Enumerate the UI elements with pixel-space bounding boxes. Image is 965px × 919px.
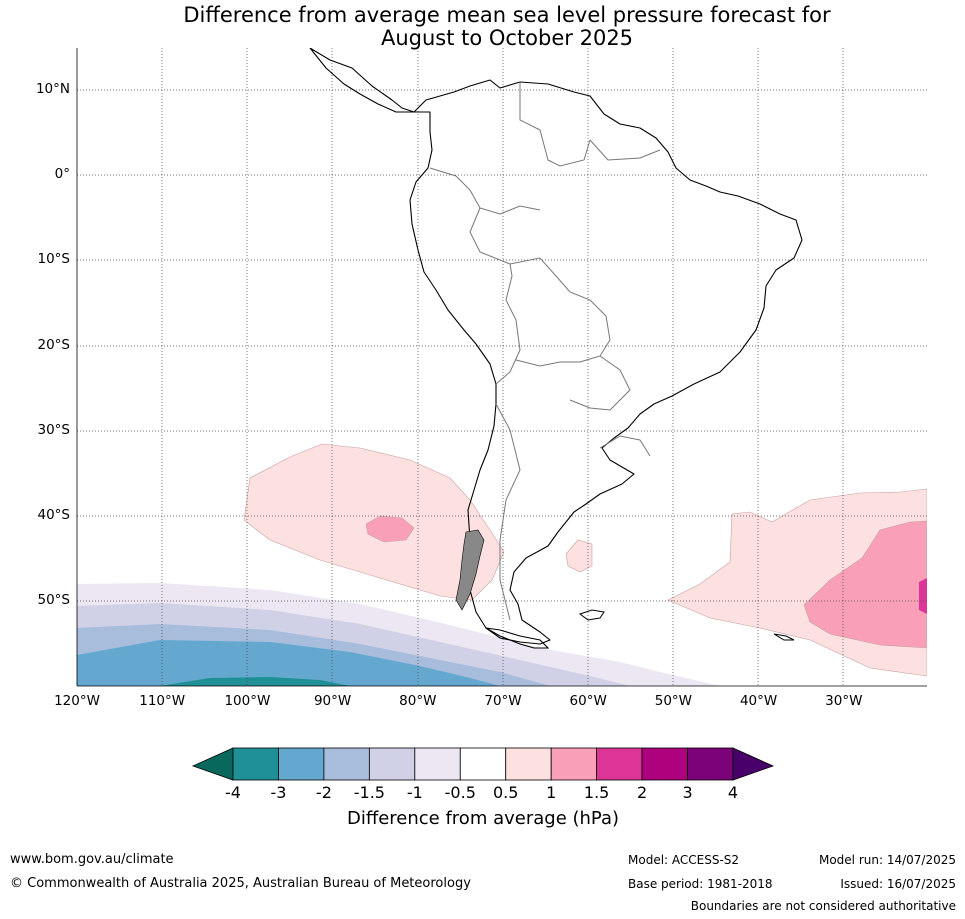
footer-base-period: Base period: 1981-2018 <box>628 877 773 891</box>
footer-disclaimer: Boundaries are not considered authoritat… <box>690 899 956 913</box>
colorbar-cell <box>278 747 325 781</box>
longitude-label: 110°W <box>139 693 186 709</box>
longitude-label: 120°W <box>54 693 100 709</box>
footer-copyright: © Commonwealth of Australia 2025, Austra… <box>10 876 471 891</box>
colorbar-cell <box>505 747 552 781</box>
longitude-label: 50°W <box>654 693 693 709</box>
colorbar-tick-label: -4 <box>225 783 241 802</box>
footer-url: www.bom.gov.au/climate <box>10 852 174 867</box>
colorbar-cell <box>459 747 507 781</box>
colorbar-cell <box>368 747 416 781</box>
latitude-label: 10°S <box>37 251 71 267</box>
anomaly-minus-3 <box>160 677 350 686</box>
title-line-2: August to October 2025 <box>380 26 634 50</box>
latitude-label: 0° <box>54 166 70 182</box>
colorbar-tick-label: -0.5 <box>444 783 476 802</box>
south-georgia <box>773 633 795 641</box>
colorbar-title: Difference from average (hPa) <box>346 808 620 829</box>
colorbar-tick-label: 0.5 <box>492 783 519 802</box>
colorbar-cells <box>232 747 734 781</box>
latitude-label: 10°N <box>35 81 70 97</box>
latitude-label: 20°S <box>37 337 71 353</box>
colorbar-under-arrow <box>191 747 234 781</box>
colorbar-tick-label: -2 <box>315 783 332 802</box>
colorbar-cell <box>323 747 370 781</box>
footer-model: Model: ACCESS-S2 <box>628 853 740 867</box>
latitude-label: 30°S <box>37 422 71 438</box>
longitude-label: 80°W <box>399 693 437 709</box>
anomaly-plus-0.5-atlantic-small <box>565 539 593 573</box>
colorbar <box>191 747 775 781</box>
colorbar-tick-label: 3 <box>682 783 693 802</box>
latitude-label: 40°S <box>37 507 71 523</box>
chilean-archipelago <box>455 529 485 611</box>
colorbar-cell <box>414 747 461 781</box>
colorbar-over-arrow <box>732 747 775 781</box>
anomaly-plus-1-atlantic <box>803 520 927 649</box>
longitude-label: 30°W <box>825 693 863 709</box>
falkland-islands <box>578 609 605 621</box>
colorbar-cell <box>641 747 688 781</box>
latitude-label: 50°S <box>37 592 71 608</box>
anomaly-minus-2 <box>77 640 500 686</box>
longitude-label: 70°W <box>484 693 522 709</box>
colorbar-tick-label: 1 <box>546 783 557 802</box>
colorbar-cell <box>596 747 643 781</box>
footer-model-run: Model run: 14/07/2025 <box>818 853 956 867</box>
longitude-label: 90°W <box>313 693 352 709</box>
colorbar-tick-label: 1.5 <box>583 783 610 802</box>
longitude-label: 40°W <box>739 693 778 709</box>
graticule <box>77 48 927 686</box>
longitude-label: 100°W <box>224 693 271 709</box>
footer-issued: Issued: 16/07/2025 <box>840 877 956 891</box>
colorbar-tick-label: -3 <box>270 783 287 802</box>
south-america-coastline <box>309 48 803 645</box>
colorbar-cell <box>550 747 598 781</box>
tierra-del-fuego <box>485 627 550 649</box>
map-title: Difference from average mean sea level p… <box>0 4 965 50</box>
colorbar-tick-label: -1.5 <box>353 783 385 802</box>
longitude-label: 60°W <box>569 693 607 709</box>
national-boundaries <box>429 82 661 621</box>
colorbar-cell <box>232 747 279 781</box>
colorbar-cell <box>687 747 734 781</box>
colorbar-tick-label: -1 <box>406 783 423 802</box>
colorbar-tick-label: 2 <box>636 783 648 802</box>
colorbar-tick-label: 4 <box>727 783 739 802</box>
anomaly-plus-1.5-atlantic <box>919 578 927 614</box>
pressure-anomaly-fields <box>77 443 927 686</box>
title-line-1: Difference from average mean sea level p… <box>183 3 831 27</box>
